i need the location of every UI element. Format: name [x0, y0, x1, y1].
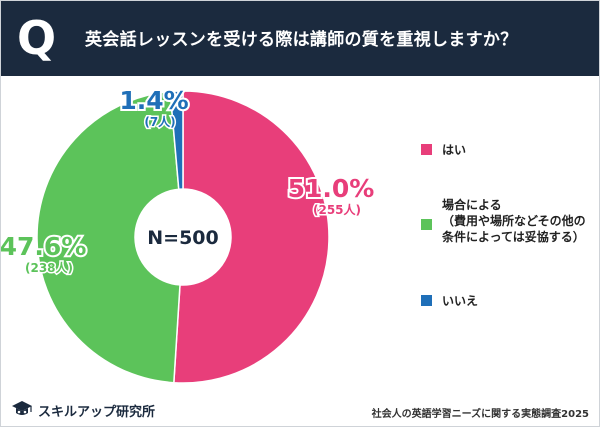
slice-yes — [173, 90, 330, 384]
center-label: N=500 — [147, 227, 218, 249]
count-label-no: (7人) — [144, 114, 175, 129]
legend-label-no: いいえ — [442, 294, 479, 308]
slice-no — [169, 90, 184, 190]
question-title: 英会話レッスンを受ける際は講師の質を重視しますか？ — [85, 30, 518, 50]
survey-source: 社会人の英語学習ニーズに関する実態調査2025 — [371, 409, 589, 420]
value-label-no: 1.4% — [119, 86, 188, 115]
brand-name: スキルアップ研究所 — [38, 404, 156, 420]
question-header: Q 英会話レッスンを受ける際は講師の質を重視しますか？ — [1, 1, 599, 76]
slice-depends — [36, 90, 181, 384]
legend-label-depends: 場合による — [442, 198, 502, 212]
brand-logo: スキルアップ研究所 — [11, 399, 155, 421]
graduation-cap-icon — [12, 401, 32, 415]
legend-swatch-yes — [421, 144, 432, 155]
value-label-yes: 51.0% — [288, 174, 375, 203]
count-label-yes: (255人) — [313, 202, 361, 217]
legend-swatch-no — [421, 295, 432, 306]
legend-label-depends-note-1: （費用や場所などその他の — [442, 214, 586, 228]
count-label-depends: (238人) — [25, 260, 73, 275]
legend-item-yes: はい — [421, 142, 466, 158]
legend-swatch-depends — [421, 219, 432, 230]
legend-item-no: いいえ — [421, 293, 478, 309]
legend-label-depends-note-2: 条件によっては妥協する） — [442, 230, 585, 244]
legend-item-depends: 場合による （費用や場所などその他の 条件によっては妥協する） — [421, 197, 586, 245]
value-label-depends: 47.6% — [1, 232, 86, 261]
legend-label-yes: はい — [442, 143, 467, 157]
q-badge: Q — [17, 11, 57, 65]
